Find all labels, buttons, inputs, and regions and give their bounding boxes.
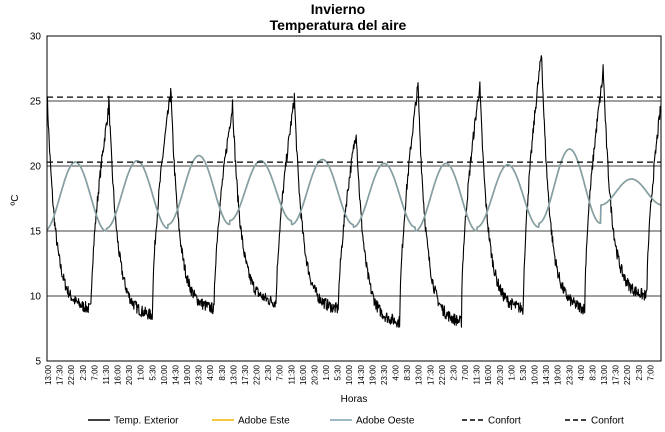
x-tick-label: 7:00: [646, 364, 655, 380]
x-tick-label: 7:00: [461, 364, 470, 380]
x-tick-label: 5:30: [148, 364, 157, 380]
x-tick-label: 19:00: [368, 364, 377, 385]
x-tick-label: 23:30: [565, 364, 574, 385]
x-tick-label: 11:30: [473, 364, 482, 384]
legend-label-3: Confort: [488, 416, 521, 427]
series-line-adobe-oeste: [46, 148, 662, 232]
y-tick-25: 25: [30, 97, 42, 108]
plot-frame: [46, 35, 662, 362]
y-tick-labels: 5 10 15 20 25 30: [30, 32, 42, 368]
x-tick-label: 23:30: [380, 364, 389, 385]
x-tick-label: 11:30: [102, 364, 111, 384]
x-tick-label: 17:30: [56, 364, 65, 385]
series-line-temp-exterior: [46, 55, 662, 328]
x-tick-label: 13:00: [600, 364, 609, 385]
x-tick-label: 19:00: [183, 364, 192, 385]
x-axis-label: Horas: [341, 394, 368, 405]
legend-label-4: Confort: [591, 416, 624, 427]
x-tick-label: 20:30: [125, 364, 134, 385]
x-tick-label: 1:00: [507, 364, 516, 380]
x-tick-label: 22:00: [67, 364, 76, 385]
x-tick-label: 11:30: [287, 364, 296, 384]
x-tick-label: 14:30: [357, 364, 366, 385]
x-tick-label: 17:30: [241, 364, 250, 385]
y-axis-label: ºC: [10, 195, 21, 206]
y-tick-15: 15: [30, 227, 42, 238]
x-tick-label: 1:00: [322, 364, 331, 380]
legend-label-1: Adobe Este: [238, 416, 290, 427]
x-tick-labels: 13:00 17:30 22:00 2:30 7:00 11:30 16:00 20:30 1:…: [44, 364, 655, 385]
x-tick-label: 10:00: [345, 364, 354, 385]
x-tick-label: 8:30: [588, 364, 597, 380]
x-tick-label: 8:30: [403, 364, 412, 380]
x-tick-label: 22:00: [438, 364, 447, 385]
x-tick-label: 16:00: [114, 364, 123, 385]
x-tick-label: 13:00: [415, 364, 424, 385]
x-tick-label: 2:30: [79, 364, 88, 380]
x-tick-label: 13:00: [229, 364, 238, 385]
x-tick-label: 10:00: [160, 364, 169, 385]
x-tick-label: 19:00: [554, 364, 563, 385]
x-tick-label: 4:00: [577, 364, 586, 380]
x-tick-label: 5:30: [519, 364, 528, 380]
y-tick-5: 5: [35, 357, 41, 368]
x-tick-label: 13:00: [44, 364, 53, 385]
x-tick-label: 8:30: [218, 364, 227, 380]
x-tick-label: 17:30: [426, 364, 435, 385]
x-tick-label: 2:30: [449, 364, 458, 380]
legend-label-2: Adobe Oeste: [356, 416, 415, 427]
x-tick-label: 2:30: [635, 364, 644, 380]
y-tick-10: 10: [30, 292, 42, 303]
x-tick-label: 23:30: [195, 364, 204, 385]
chart-title: Invierno: [311, 1, 365, 17]
x-tick-label: 1:00: [137, 364, 146, 380]
x-tick-label: 4:00: [206, 364, 215, 380]
x-tick-label: 22:00: [253, 364, 262, 385]
grid-lines: [47, 100, 661, 297]
x-tick-label: 20:30: [496, 364, 505, 385]
x-tick-label: 22:00: [623, 364, 632, 385]
x-tick-label: 10:00: [531, 364, 540, 385]
x-tick-label: 2:30: [264, 364, 273, 380]
x-tick-label: 4:00: [392, 364, 401, 380]
x-tick-label: 16:00: [484, 364, 493, 385]
x-tick-label: 14:30: [542, 364, 551, 385]
y-tick-20: 20: [30, 162, 42, 173]
x-tick-label: 20:30: [310, 364, 319, 385]
legend-label-0: Temp. Exterior: [114, 416, 179, 427]
chart-subtitle: Temperatura del aire: [270, 17, 407, 33]
x-tick-label: 14:30: [171, 364, 180, 385]
x-tick-label: 17:30: [612, 364, 621, 385]
legend: Temp. Exterior Adobe Este Adobe Oeste Confo…: [88, 416, 624, 427]
x-tick-label: 7:00: [276, 364, 285, 380]
plot-series: [46, 55, 662, 328]
x-tick-label: 16:00: [299, 364, 308, 385]
x-tick-label: 5:30: [334, 364, 343, 380]
x-tick-label: 7:00: [90, 364, 99, 380]
y-tick-30: 30: [30, 32, 42, 43]
